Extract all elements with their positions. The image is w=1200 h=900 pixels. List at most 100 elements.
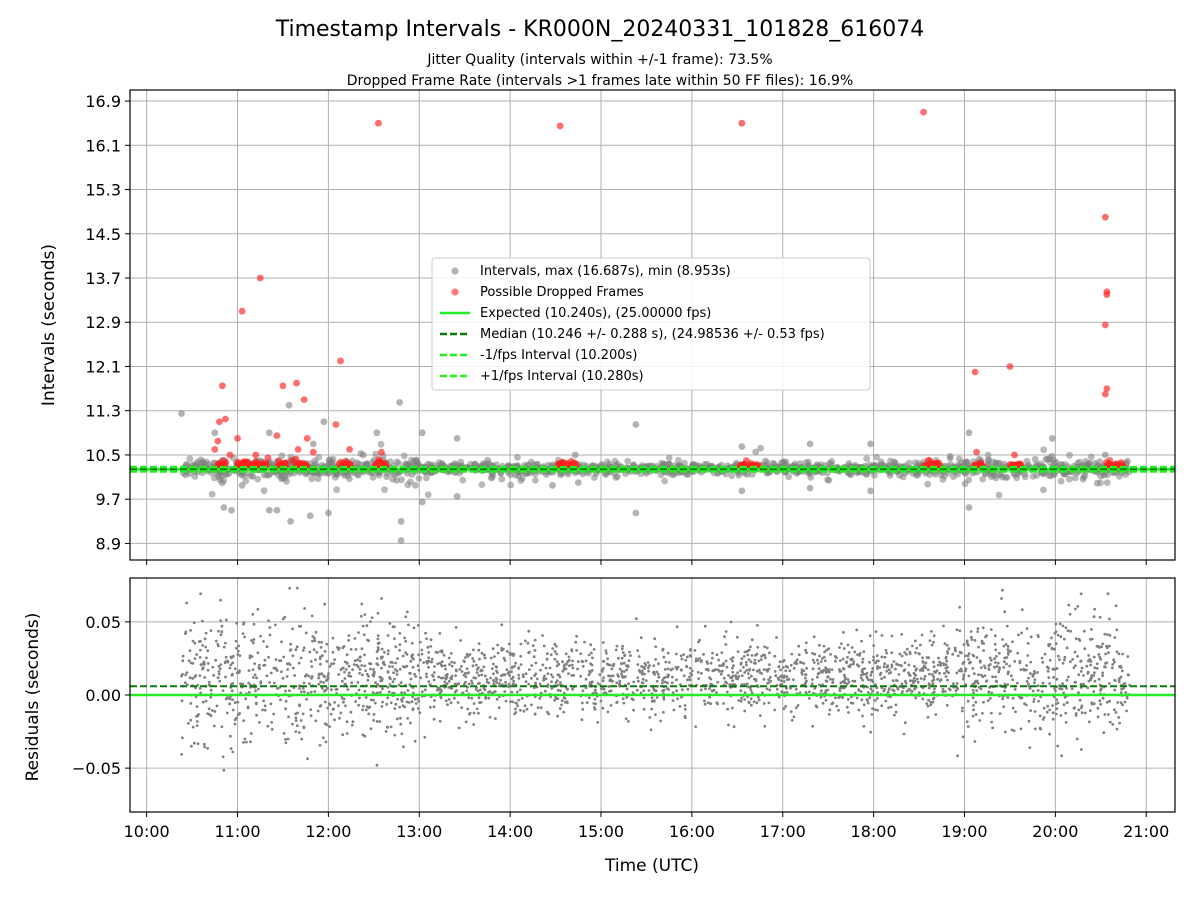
residual-point [483, 653, 486, 657]
residual-point [302, 646, 306, 650]
residual-point [887, 688, 891, 691]
residual-point [746, 653, 750, 657]
residual-point [294, 716, 298, 720]
residual-point [767, 701, 771, 705]
residual-point [507, 670, 511, 674]
residual-point [241, 682, 245, 686]
interval-point-outlier [965, 429, 973, 437]
residual-point [376, 637, 380, 641]
residual-point [338, 716, 341, 720]
residual-point [224, 618, 228, 622]
interval-point [389, 475, 397, 483]
residual-point [682, 653, 685, 656]
residual-point [375, 650, 379, 653]
residual-point [600, 669, 604, 672]
residual-point [358, 667, 362, 671]
residual-point [973, 639, 977, 642]
residual-point [242, 621, 246, 625]
residual-point [470, 696, 474, 700]
residual-point [747, 672, 750, 675]
residual-point [855, 628, 859, 632]
residual-point [824, 698, 828, 702]
residual-point [291, 654, 295, 658]
residual-point [861, 657, 865, 661]
interval-point [1080, 473, 1088, 481]
interval-point [665, 460, 673, 468]
residual-point [942, 663, 946, 667]
residual-point [874, 630, 878, 633]
residual-point [817, 667, 821, 671]
time-x-tick-label: 17:00 [760, 822, 806, 841]
residual-point [400, 698, 403, 701]
residual-point [1097, 653, 1101, 656]
residual-point [1012, 729, 1016, 733]
residual-point [718, 664, 721, 668]
residual-point [477, 666, 480, 670]
residual-point [510, 665, 514, 669]
residual-point [291, 627, 294, 631]
residual-point [237, 644, 241, 648]
intervals-axes-frame [129, 89, 1176, 561]
residual-point [627, 659, 631, 663]
residual-point [659, 719, 662, 723]
residual-point [375, 662, 379, 666]
residual-point [331, 636, 335, 640]
residual-point [364, 696, 368, 699]
residual-point [453, 696, 456, 700]
dropped-frame-point-outlier [211, 446, 219, 453]
residuals-y-ticks: −0.050.000.05 [72, 613, 130, 778]
residual-point [625, 687, 629, 691]
residual-point [977, 685, 981, 689]
residual-point [504, 699, 508, 703]
residual-point [623, 654, 627, 658]
residual-point [211, 709, 214, 712]
residual-point [424, 688, 427, 692]
residual-point [267, 619, 270, 623]
interval-point-outlier [418, 498, 426, 506]
interval-point [1115, 473, 1123, 480]
residual-point [1037, 635, 1040, 639]
residual-point [657, 675, 661, 679]
residual-point [370, 616, 374, 620]
residual-point [511, 682, 515, 686]
interval-point [665, 454, 673, 462]
residual-point [262, 699, 265, 703]
residual-point [920, 667, 923, 671]
residual-point [732, 725, 736, 729]
residual-point [740, 674, 744, 677]
residual-point [360, 647, 364, 651]
chart-subtitle-dropped: Dropped Frame Rate (intervals >1 frames … [347, 73, 854, 89]
residual-point [664, 660, 668, 664]
residual-point [767, 678, 770, 681]
residual-point [990, 711, 993, 715]
residual-point [427, 665, 430, 669]
residual-point [326, 686, 329, 690]
residual-point [764, 656, 767, 660]
residual-point [386, 670, 390, 674]
residual-point [368, 705, 372, 709]
residual-point [891, 679, 895, 683]
residual-point [467, 712, 471, 716]
residual-point [556, 688, 560, 692]
residual-point [470, 679, 473, 683]
residual-point [931, 700, 935, 704]
residual-point [430, 660, 434, 664]
residual-point [622, 661, 626, 665]
residual-point [991, 726, 994, 730]
dropped-frame-point-outlier [1103, 291, 1111, 298]
residual-point [447, 686, 451, 689]
residual-point [875, 654, 879, 658]
residual-point [541, 634, 544, 637]
residual-point [311, 639, 314, 643]
residual-point [478, 657, 481, 661]
interval-point [459, 476, 467, 484]
residual-point [883, 675, 886, 679]
residual-point [601, 679, 605, 683]
residual-point [979, 673, 983, 677]
residual-point [931, 673, 934, 677]
residual-point [885, 669, 889, 673]
residual-point [1079, 659, 1083, 663]
residual-point [576, 667, 579, 671]
residual-point [539, 706, 543, 710]
residual-point [566, 701, 569, 704]
